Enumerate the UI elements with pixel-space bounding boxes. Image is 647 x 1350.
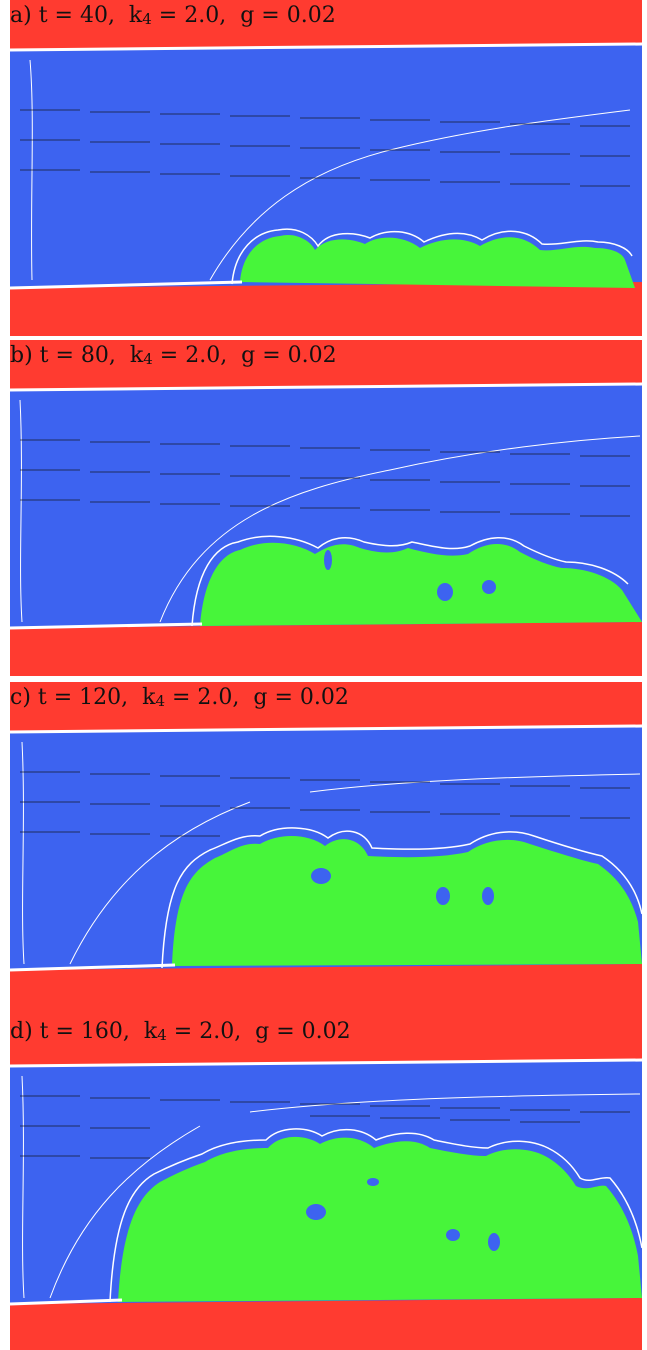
panel-d-title: d) t = 160, k4 = 2.0, g = 0.02 (10, 1019, 351, 1044)
panel-a: a) t = 40, k4 = 2.0, g = 0.02 (10, 0, 642, 336)
panel-c: c) t = 120, k4 = 2.0, g = 0.02 (10, 682, 642, 1018)
panel-b: b) t = 80, k4 = 2.0, g = 0.02 (10, 340, 642, 676)
panel-a-field (10, 0, 642, 336)
panel-d: d) t = 160, k4 = 2.0, g = 0.02 (10, 1016, 642, 1350)
panel-c-title: c) t = 120, k4 = 2.0, g = 0.02 (10, 685, 349, 710)
panel-a-title: a) t = 40, k4 = 2.0, g = 0.02 (10, 3, 336, 28)
panel-b-field (10, 340, 642, 676)
panel-d-field (10, 1016, 642, 1350)
panel-b-title: b) t = 80, k4 = 2.0, g = 0.02 (10, 343, 337, 368)
panel-c-field (10, 682, 642, 1018)
